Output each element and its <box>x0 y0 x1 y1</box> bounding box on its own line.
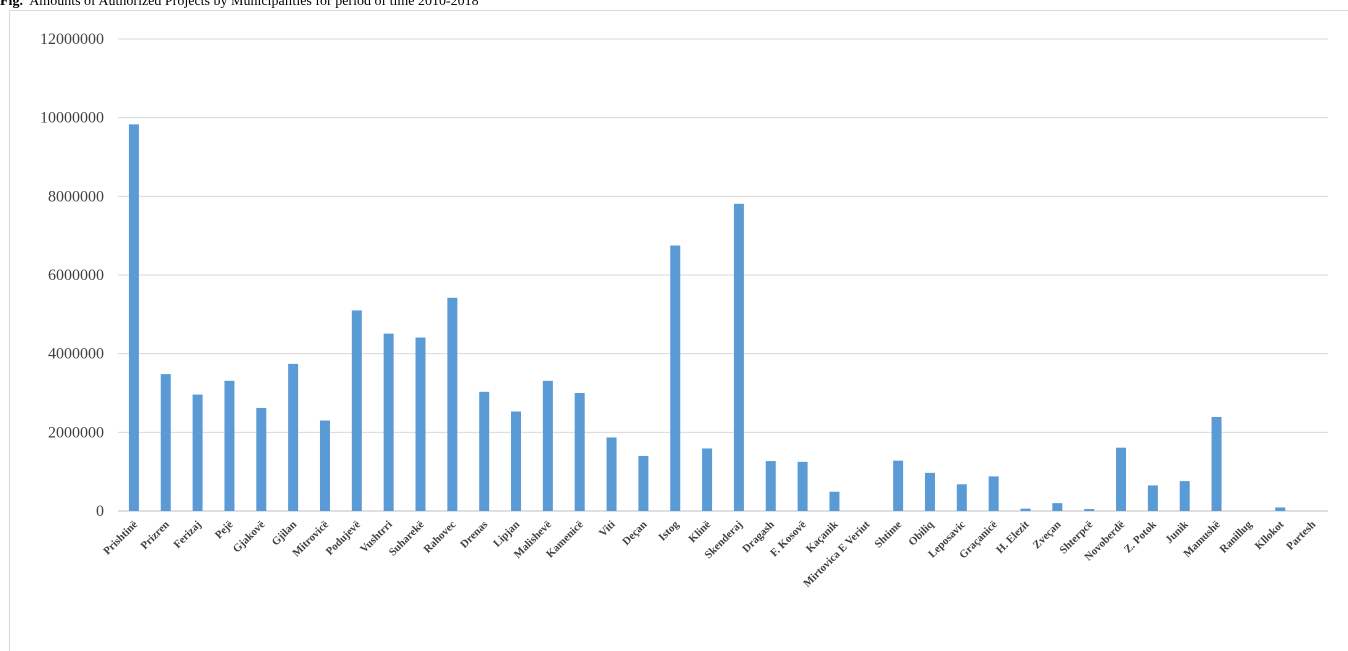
bar <box>1179 481 1190 511</box>
x-tick-label: Ferizaj <box>171 519 203 551</box>
x-tick-label: Viti <box>597 519 618 540</box>
bar <box>797 461 808 511</box>
y-tick-label: 12000000 <box>40 31 104 48</box>
bar <box>670 245 681 511</box>
bar <box>1211 416 1222 511</box>
x-tick-label: Podujevë <box>324 519 363 558</box>
bar-chart: 0 2000000 4000000 6000000 8000000 10000000 120… <box>40 31 1328 590</box>
bar <box>1275 507 1286 511</box>
bar <box>479 391 490 511</box>
bar <box>574 393 585 511</box>
y-tick-label: 8000000 <box>48 188 104 205</box>
y-tick-label: 4000000 <box>48 346 104 363</box>
x-tick-label: Rahovec <box>421 519 458 556</box>
x-tick-label: Lipjan <box>491 519 522 550</box>
x-tick-label: Prishtinë <box>101 519 140 558</box>
bar <box>733 203 744 511</box>
y-tick-label: 0 <box>96 503 104 520</box>
y-axis-ticks: 0 2000000 4000000 6000000 8000000 10000000 120… <box>40 31 104 520</box>
x-tick-label: Drenas <box>458 518 491 551</box>
x-tick-label: Klinë <box>687 519 714 546</box>
x-tick-label: Deçan <box>620 519 649 548</box>
bar <box>1020 508 1031 511</box>
x-tick-label: Junik <box>1163 518 1191 546</box>
x-tick-label: Gjakovë <box>231 519 268 556</box>
x-tick-label: H. Elezit <box>994 518 1032 556</box>
bars <box>128 124 1286 511</box>
x-tick-label: Pejë <box>213 519 236 542</box>
bar <box>893 460 904 511</box>
bar <box>447 297 458 511</box>
bar <box>415 337 426 511</box>
caption-prefix: Fig. <box>0 0 23 9</box>
bar <box>192 394 203 511</box>
x-tick-label: Partesh <box>1284 519 1318 553</box>
x-tick-label: Suharekë <box>387 519 427 559</box>
x-tick-label: Prizren <box>138 519 171 552</box>
bar <box>606 437 617 511</box>
bar <box>542 380 553 511</box>
y-tick-label: 10000000 <box>40 110 104 127</box>
bar <box>351 310 362 511</box>
bar <box>765 461 776 511</box>
bar <box>1052 503 1063 511</box>
bar <box>988 476 999 511</box>
x-tick-label: Gjilan <box>270 519 300 549</box>
x-tick-label: Z. Potok <box>1122 518 1160 556</box>
bar <box>319 420 330 511</box>
bar <box>160 374 171 511</box>
caption-text: Amounts of Authorized Projects by Munici… <box>29 0 479 9</box>
bar <box>1084 509 1095 511</box>
bar <box>1116 447 1127 511</box>
bar <box>924 472 935 511</box>
chart-frame <box>9 10 1348 651</box>
bar <box>128 124 139 511</box>
x-tick-label: Kllokot <box>1253 518 1287 552</box>
x-tick-label: Ranillug <box>1217 518 1254 555</box>
bar <box>511 411 522 511</box>
bar <box>702 448 713 511</box>
bar <box>1147 485 1158 511</box>
bar <box>956 484 967 511</box>
bar <box>224 380 235 511</box>
x-tick-label: Istog <box>656 518 681 543</box>
bar <box>638 455 649 511</box>
bar <box>829 491 840 511</box>
gridlines <box>118 38 1328 512</box>
y-tick-label: 2000000 <box>48 424 104 441</box>
bar <box>383 333 394 511</box>
bar <box>288 363 299 511</box>
x-tick-label: Obiliq <box>906 518 936 548</box>
x-tick-label: Shtime <box>872 519 904 551</box>
bar <box>256 407 267 511</box>
figure-caption: Fig. Amounts of Authorized Projects by M… <box>0 0 479 10</box>
y-tick-label: 6000000 <box>48 267 104 284</box>
